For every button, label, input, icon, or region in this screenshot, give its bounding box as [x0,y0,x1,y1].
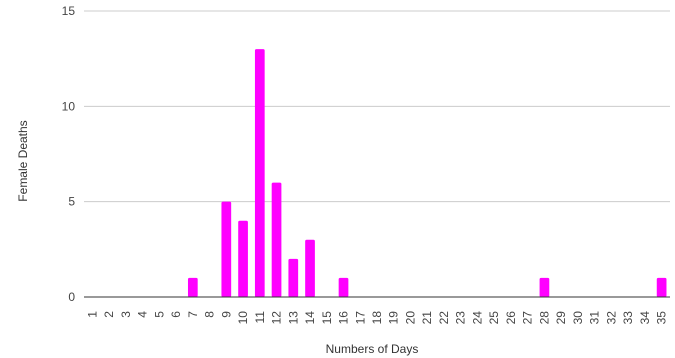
bar-day-11 [254,49,265,298]
bars [187,49,667,298]
x-tick-label: 24 [470,311,484,325]
bar-day-13 [288,258,299,297]
x-tick-label: 3 [119,311,133,318]
x-tick-label: 25 [487,311,501,325]
x-tick-label: 33 [621,311,635,325]
x-tick-label: 7 [186,311,200,318]
x-tick-label: 15 [320,311,334,325]
bar-day-9 [221,201,232,297]
bar-day-35 [656,277,667,297]
y-tick-label: 0 [68,290,75,304]
x-tick-label: 20 [403,311,417,325]
x-tick-label: 16 [337,311,351,325]
gridlines [84,10,670,203]
bar-day-28 [539,277,550,297]
x-tick-label: 21 [420,311,434,325]
x-tick-label: 19 [387,311,401,325]
x-tick-label: 35 [655,311,669,325]
x-tick-label: 1 [85,311,99,318]
x-tick-label: 30 [571,311,585,325]
y-axis-title: Female Deaths [16,120,30,201]
x-axis-title: Numbers of Days [326,342,419,356]
x-axis-ticks: 1 2 3 4 5 6 7 8 9 10 11 12 13 14 15 16 17 18 19 20 21 22 23 24 2… [85,311,668,325]
x-tick-label: 29 [554,311,568,325]
x-tick-label: 31 [588,311,602,325]
x-tick-label: 28 [537,311,551,325]
x-tick-label: 14 [303,311,317,325]
x-tick-label: 2 [102,311,116,318]
y-tick-label: 10 [62,99,76,113]
x-tick-label: 12 [270,311,284,325]
x-tick-label: 23 [454,311,468,325]
bar-day-7 [187,277,198,297]
y-axis-ticks: 0 5 10 15 [62,4,76,304]
y-tick-label: 5 [68,195,75,209]
bar-day-16 [338,277,349,297]
bar-day-12 [271,182,282,297]
x-tick-label: 8 [203,311,217,318]
x-tick-label: 18 [370,311,384,325]
x-tick-label: 26 [504,311,518,325]
x-tick-label: 22 [437,311,451,325]
x-tick-label: 4 [136,311,150,318]
x-tick-label: 5 [152,311,166,318]
x-tick-label: 34 [638,311,652,325]
x-tick-label: 10 [236,311,250,325]
x-tick-label: 9 [219,311,233,318]
x-tick-label: 17 [353,311,367,325]
x-tick-label: 32 [604,311,618,325]
x-tick-label: 11 [253,311,267,324]
x-tick-label: 13 [286,311,300,325]
x-tick-label: 27 [521,311,535,325]
bar-day-14 [305,239,315,297]
bar-day-10 [238,220,248,297]
x-tick-label: 6 [169,311,183,318]
y-tick-label: 15 [62,4,76,18]
